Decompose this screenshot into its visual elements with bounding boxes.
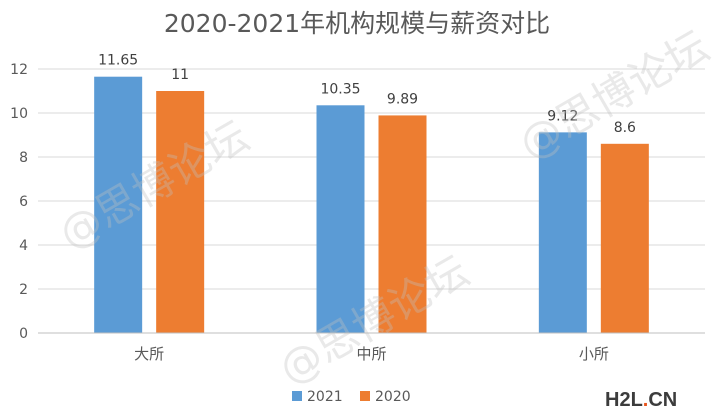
y-tick-label: 12 bbox=[10, 62, 28, 78]
bar-2021-2 bbox=[538, 132, 587, 333]
category-label: 大所 bbox=[134, 345, 164, 363]
bar-2020-0 bbox=[156, 91, 205, 333]
y-tick-label: 10 bbox=[10, 106, 28, 122]
h2l-logo: H2L.CN bbox=[605, 389, 677, 411]
chart-title: 2020-2021年机构规模与薪资对比 bbox=[164, 9, 550, 38]
bar-2021-1 bbox=[316, 105, 365, 333]
y-tick-label: 6 bbox=[19, 194, 28, 210]
logo-text: H2L.CN bbox=[605, 389, 677, 411]
watermark-text: @思博论坛 bbox=[271, 246, 477, 393]
y-tick-label: 0 bbox=[19, 326, 28, 342]
axes: 0 2 4 6 8 10 12 大所 中所 小所 bbox=[10, 62, 705, 363]
data-label: 11 bbox=[171, 67, 189, 83]
y-tick-label: 2 bbox=[19, 282, 28, 298]
y-tick-label: 8 bbox=[19, 150, 28, 166]
legend-swatch bbox=[360, 391, 370, 401]
y-tick-label: 4 bbox=[19, 238, 28, 254]
data-label: 10.35 bbox=[320, 81, 360, 97]
data-label: 8.6 bbox=[614, 120, 636, 136]
legend-label: 2020 bbox=[375, 389, 411, 405]
data-label: 11.65 bbox=[98, 53, 138, 69]
category-label: 小所 bbox=[579, 345, 609, 363]
bars: 11.65 11 10.35 9.89 9.12 8.6 bbox=[94, 53, 649, 333]
bar-2020-1 bbox=[378, 115, 427, 333]
watermark-text: @思博论坛 bbox=[51, 111, 257, 258]
legend: 2021 2020 bbox=[292, 389, 411, 405]
gridlines bbox=[38, 68, 705, 290]
legend-label: 2021 bbox=[307, 389, 343, 405]
category-label: 中所 bbox=[356, 345, 386, 363]
bar-2020-2 bbox=[600, 143, 649, 333]
bar-2021-0 bbox=[94, 76, 143, 333]
data-label: 9.89 bbox=[387, 91, 418, 107]
data-label: 9.12 bbox=[547, 108, 578, 124]
legend-swatch bbox=[292, 391, 302, 401]
